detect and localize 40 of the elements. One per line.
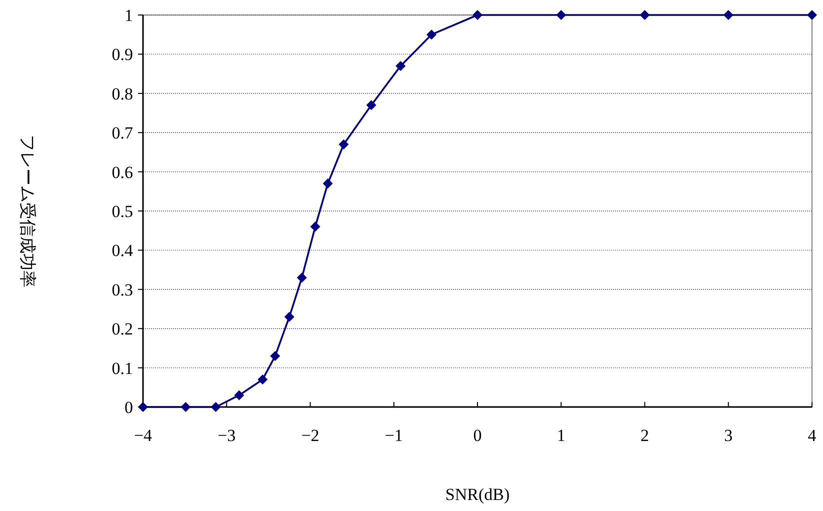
point <box>338 139 349 150</box>
point <box>296 272 307 283</box>
point <box>180 402 191 412</box>
point <box>366 100 376 110</box>
point <box>723 10 734 20</box>
y-tick-label: 1 <box>124 6 133 25</box>
y-tick-label: 0.2 <box>112 320 133 339</box>
x-tick-label: 2 <box>640 426 649 445</box>
y-tick-label: 0 <box>124 398 133 417</box>
x-tick-label: 1 <box>556 426 566 445</box>
y-tick-label: 0.8 <box>112 84 133 104</box>
point <box>556 10 566 20</box>
point <box>284 312 294 322</box>
point <box>322 178 333 189</box>
x-tick-label: −2 <box>301 426 320 445</box>
point <box>258 374 268 385</box>
x-tick-label: 0 <box>473 426 482 445</box>
y-tick-label: 0.4 <box>112 241 134 260</box>
y-tick-label: 0.3 <box>112 280 133 300</box>
point <box>234 390 244 400</box>
y-tick-label: 0.1 <box>112 358 133 378</box>
y-tick-label: 0.9 <box>112 45 133 64</box>
point <box>210 402 221 412</box>
point <box>270 351 280 362</box>
x-tick-label: −4 <box>134 426 153 445</box>
x-tick-label: 4 <box>808 426 817 445</box>
point <box>396 60 406 71</box>
x-tick-label: 3 <box>724 426 733 445</box>
x-axis-title: SNR(dB) <box>445 485 510 504</box>
y-axis-title: フレーム受信成功率 <box>18 134 37 288</box>
x-tick-label: −3 <box>218 426 236 445</box>
y-tick-label: 0.5 <box>112 202 133 221</box>
point <box>640 10 650 20</box>
x-tick-label: −1 <box>384 426 403 445</box>
point <box>426 30 437 40</box>
y-tick-label: 0.6 <box>112 162 133 182</box>
y-tick-label: 0.7 <box>112 124 134 143</box>
point <box>807 10 817 20</box>
point <box>472 10 482 20</box>
point <box>310 222 320 232</box>
